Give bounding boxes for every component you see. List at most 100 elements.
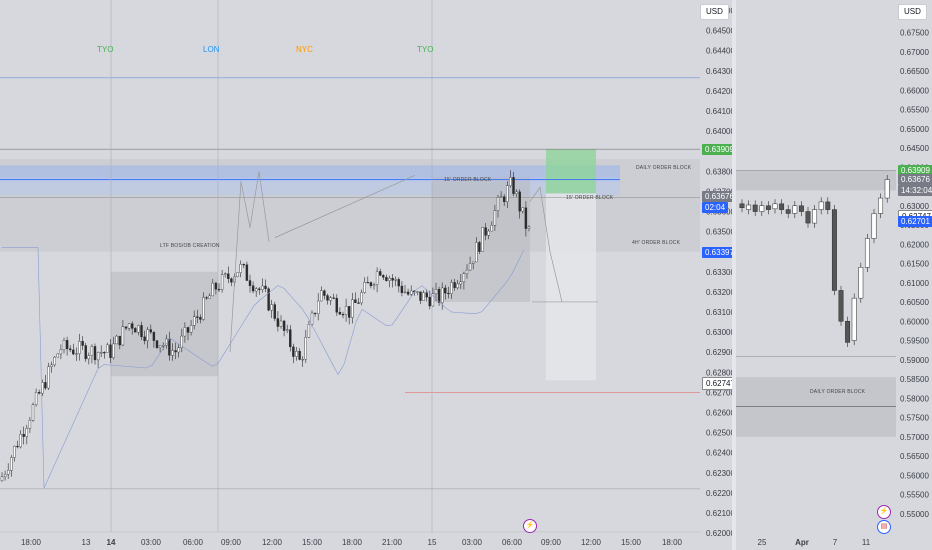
candle-body <box>220 274 224 290</box>
range-box-2 <box>432 177 530 302</box>
candle-body <box>419 291 422 301</box>
side-zone <box>736 170 896 191</box>
side-candle-body <box>759 205 765 212</box>
candle-body <box>441 287 444 303</box>
candle-body <box>214 282 218 290</box>
candle-body <box>47 366 50 389</box>
pane-divider[interactable] <box>732 0 736 550</box>
candle-body <box>524 207 528 229</box>
side-price-tick: 0.56500 <box>900 452 929 461</box>
candle-body <box>503 196 506 203</box>
candle-body <box>196 316 199 318</box>
side-currency-button[interactable]: USD <box>898 4 927 20</box>
candle-body <box>447 292 450 295</box>
candle-body <box>394 279 397 281</box>
candle-body <box>127 323 131 329</box>
price-tick: 0.62000 <box>706 529 732 538</box>
candle-body <box>400 285 404 293</box>
candle-body <box>239 263 242 273</box>
candle-body <box>22 434 25 437</box>
candle-body <box>431 293 435 307</box>
candle-body <box>75 353 78 355</box>
candle-body <box>453 282 456 288</box>
side-candle-body <box>871 213 877 239</box>
candle-body <box>326 295 329 301</box>
us-flag-icon[interactable]: ▤ <box>877 520 891 534</box>
currency-button[interactable]: USD <box>700 4 729 20</box>
candle-body <box>124 326 128 329</box>
candle-body <box>99 352 103 354</box>
ltf-bos-label: LTF BOS/OB CREATION <box>160 243 220 249</box>
candle-body <box>149 329 153 333</box>
side-candle-body <box>851 297 857 341</box>
candle-body <box>304 337 307 360</box>
side-chart-canvas[interactable]: 0.67500 0.67000 0.66500 0.66000 0.65500 0.650… <box>736 0 932 550</box>
time-tick: 18:00 <box>342 538 363 547</box>
order-block-4h-label: 4H' ORDER BLOCK <box>632 240 681 246</box>
daily-order-block-label: DAILY ORDER BLOCK <box>636 165 692 171</box>
candle-body <box>425 292 428 298</box>
time-tick: 03:00 <box>462 538 483 547</box>
candle-body <box>121 326 125 346</box>
side-lightning-icon[interactable]: ⚡ <box>877 505 891 519</box>
candle-body <box>484 227 487 236</box>
candle-body <box>106 344 109 353</box>
side-time-tick: 7 <box>833 538 838 547</box>
candle-body <box>19 434 22 448</box>
side-time-tick: 25 <box>758 538 767 547</box>
candle-body <box>227 273 230 279</box>
side-candle-body <box>884 179 890 199</box>
candle-body <box>468 263 472 271</box>
candle-body <box>13 445 16 458</box>
main-chart-canvas[interactable]: 0.646000.645000.644000.643000.642000.641… <box>0 0 732 550</box>
candle-body <box>422 292 425 301</box>
main-chart-pane[interactable]: 0.646000.645000.644000.643000.642000.641… <box>0 0 732 550</box>
session-label-nyc: NYC <box>296 45 313 54</box>
side-candle-body <box>798 205 804 212</box>
candle-body <box>416 291 419 293</box>
candle-body <box>428 296 431 307</box>
candle-body <box>493 210 497 226</box>
side-price-tick: 0.61000 <box>900 279 929 288</box>
candle-body <box>155 340 159 348</box>
candle-body <box>87 355 91 360</box>
side-candle-body <box>772 203 778 210</box>
side-price-tick: 0.59500 <box>900 337 929 346</box>
candle-body <box>31 404 35 421</box>
side-chart-pane[interactable]: 0.67500 0.67000 0.66500 0.66000 0.65500 0.650… <box>736 0 932 550</box>
side-price-tick: 0.62000 <box>900 240 929 249</box>
side-price-tick: 0.56000 <box>900 471 929 480</box>
lightning-icon[interactable]: ⚡ <box>523 519 537 533</box>
candle-body <box>6 470 10 475</box>
candle-body <box>146 329 149 341</box>
side-candle-body <box>864 238 870 268</box>
side-price-axis <box>896 0 932 550</box>
price-badge: 0.63909 <box>702 143 732 155</box>
candle-body <box>329 297 332 301</box>
candle-body <box>251 285 255 292</box>
candle-body <box>509 177 512 186</box>
candle-body <box>16 445 19 448</box>
candle-body <box>434 289 438 295</box>
projection-down <box>529 186 563 303</box>
candle-body <box>357 302 360 304</box>
side-candle-body <box>765 205 771 210</box>
candle-body <box>245 264 249 281</box>
candle-body <box>84 345 87 360</box>
candle-body <box>161 345 165 347</box>
candle-body <box>410 290 413 295</box>
candle-body <box>236 272 239 277</box>
candle-body <box>512 177 515 194</box>
time-tick: 12:00 <box>262 538 283 547</box>
candle-body <box>168 338 171 356</box>
candle-body <box>388 278 391 281</box>
candle-body <box>335 297 338 313</box>
side-price-tick: 0.57500 <box>900 414 929 423</box>
